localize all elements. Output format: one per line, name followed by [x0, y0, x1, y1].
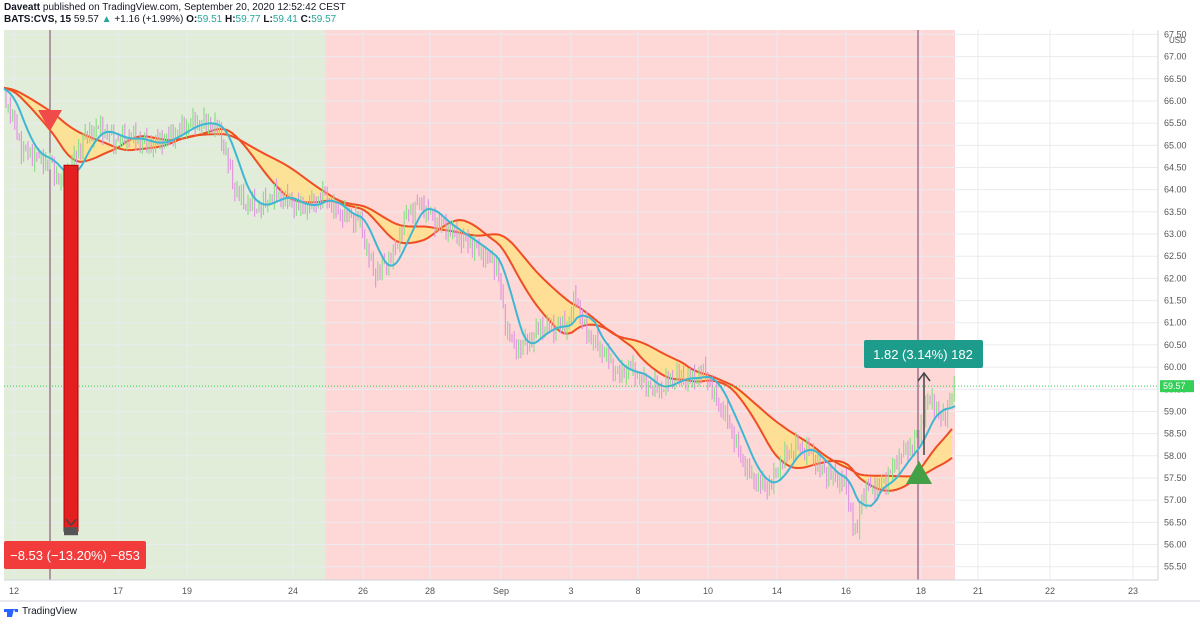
time-tick-label: 3	[568, 586, 573, 596]
time-tick-label: 17	[113, 586, 123, 596]
publisher-name[interactable]: Daveatt	[4, 2, 41, 13]
time-tick-label: 18	[916, 586, 926, 596]
price-tick-label: 61.50	[1164, 296, 1187, 306]
up-arrow-icon	[917, 371, 931, 382]
price-tick-label: 62.50	[1164, 251, 1187, 261]
price-tick-label: 58.50	[1164, 429, 1187, 439]
time-tick-label: 22	[1045, 586, 1055, 596]
price-tick-label: 56.50	[1164, 517, 1187, 527]
price-tick-label: 63.00	[1164, 229, 1187, 239]
grid-lines	[4, 30, 1158, 580]
up-range-label-box	[864, 340, 983, 368]
symbol-label: BATS:CVS, 15	[4, 14, 72, 25]
price-unit-label: USD	[1169, 36, 1186, 45]
time-tick-label: Sep	[493, 586, 509, 596]
low-label: L:	[263, 14, 273, 25]
chart-publish-header: Daveatt published on TradingView.com, Se…	[4, 2, 346, 13]
tradingview-footer[interactable]: TradingView	[4, 606, 77, 617]
time-tick-label: 28	[425, 586, 435, 596]
time-tick-label: 16	[841, 586, 851, 596]
change-arrow-icon: ▲	[101, 14, 112, 25]
change-value: +1.16 (+1.99%)	[114, 14, 184, 25]
down-range-bar	[63, 164, 79, 532]
price-tick-label: 64.50	[1164, 163, 1187, 173]
open-value: 59.51	[197, 14, 223, 25]
close-label: C:	[300, 14, 312, 25]
price-tick-label: 60.00	[1164, 362, 1187, 372]
down-range-end	[64, 527, 78, 536]
price-axis-bg	[1158, 30, 1200, 580]
time-tick-label: 12	[9, 586, 19, 596]
close-value: 59.57	[311, 14, 337, 25]
price-tick-label: 57.00	[1164, 495, 1187, 505]
time-tick-label: 21	[973, 586, 983, 596]
candles	[5, 88, 955, 540]
price-tick-label: 57.50	[1164, 473, 1187, 483]
publish-info: published on TradingView.com, September …	[42, 2, 346, 13]
low-value: 59.41	[272, 14, 298, 25]
open-label: O:	[186, 14, 198, 25]
high-value: 59.77	[235, 14, 261, 25]
price-tick-label: 67.00	[1164, 52, 1187, 62]
down-range-label-text: −8.53 (−13.20%) −853	[10, 548, 140, 563]
price-tick-label: 65.00	[1164, 140, 1187, 150]
price-tick-label: 66.50	[1164, 74, 1187, 84]
price-tick-label: 55.50	[1164, 562, 1187, 572]
time-tick-label: 24	[288, 586, 298, 596]
tradingview-logo-icon	[4, 608, 18, 617]
price-tick-label: 59.00	[1164, 406, 1187, 416]
time-tick-label: 14	[772, 586, 782, 596]
high-label: H:	[224, 14, 236, 25]
up-range-label: 1.82 (3.14%) 182	[864, 340, 983, 368]
price-tick-label: 64.00	[1164, 185, 1187, 195]
last-price-tag	[1160, 380, 1194, 393]
tradingview-brand: TradingView	[22, 606, 78, 617]
time-tick-label: 26	[358, 586, 368, 596]
time-tick-label: 23	[1128, 586, 1138, 596]
price-tick-label: 63.50	[1164, 207, 1187, 217]
buy-marker-icon	[906, 461, 932, 484]
down-arrow-icon	[65, 518, 77, 526]
down-range-label-box	[4, 541, 146, 569]
ohlc-legend: BATS:CVS, 15 59.57 ▲ +1.16 (+1.99%) O:59…	[4, 14, 336, 25]
last-price-tag-text: 59.57	[1163, 381, 1186, 391]
price-tick-label: 62.00	[1164, 273, 1187, 283]
red-zone	[325, 30, 955, 580]
price-tick-label: 60.50	[1164, 340, 1187, 350]
last-price: 59.57	[73, 14, 99, 25]
fast-ma-line	[3, 87, 956, 507]
price-tick-label: 56.00	[1164, 540, 1187, 550]
price-tick-label: 65.50	[1164, 118, 1187, 128]
up-range-label-text: 1.82 (3.14%) 182	[873, 347, 973, 362]
sell-marker-icon	[38, 110, 62, 131]
price-tick-label: 67.50	[1164, 29, 1187, 39]
down-range-label: −8.53 (−13.20%) −853	[4, 541, 146, 569]
time-tick-label: 10	[703, 586, 713, 596]
time-tick-label: 19	[182, 586, 192, 596]
price-tick-label: 58.00	[1164, 451, 1187, 461]
price-tick-label: 61.00	[1164, 318, 1187, 328]
time-tick-label: 8	[635, 586, 640, 596]
price-tick-label: 66.00	[1164, 96, 1187, 106]
